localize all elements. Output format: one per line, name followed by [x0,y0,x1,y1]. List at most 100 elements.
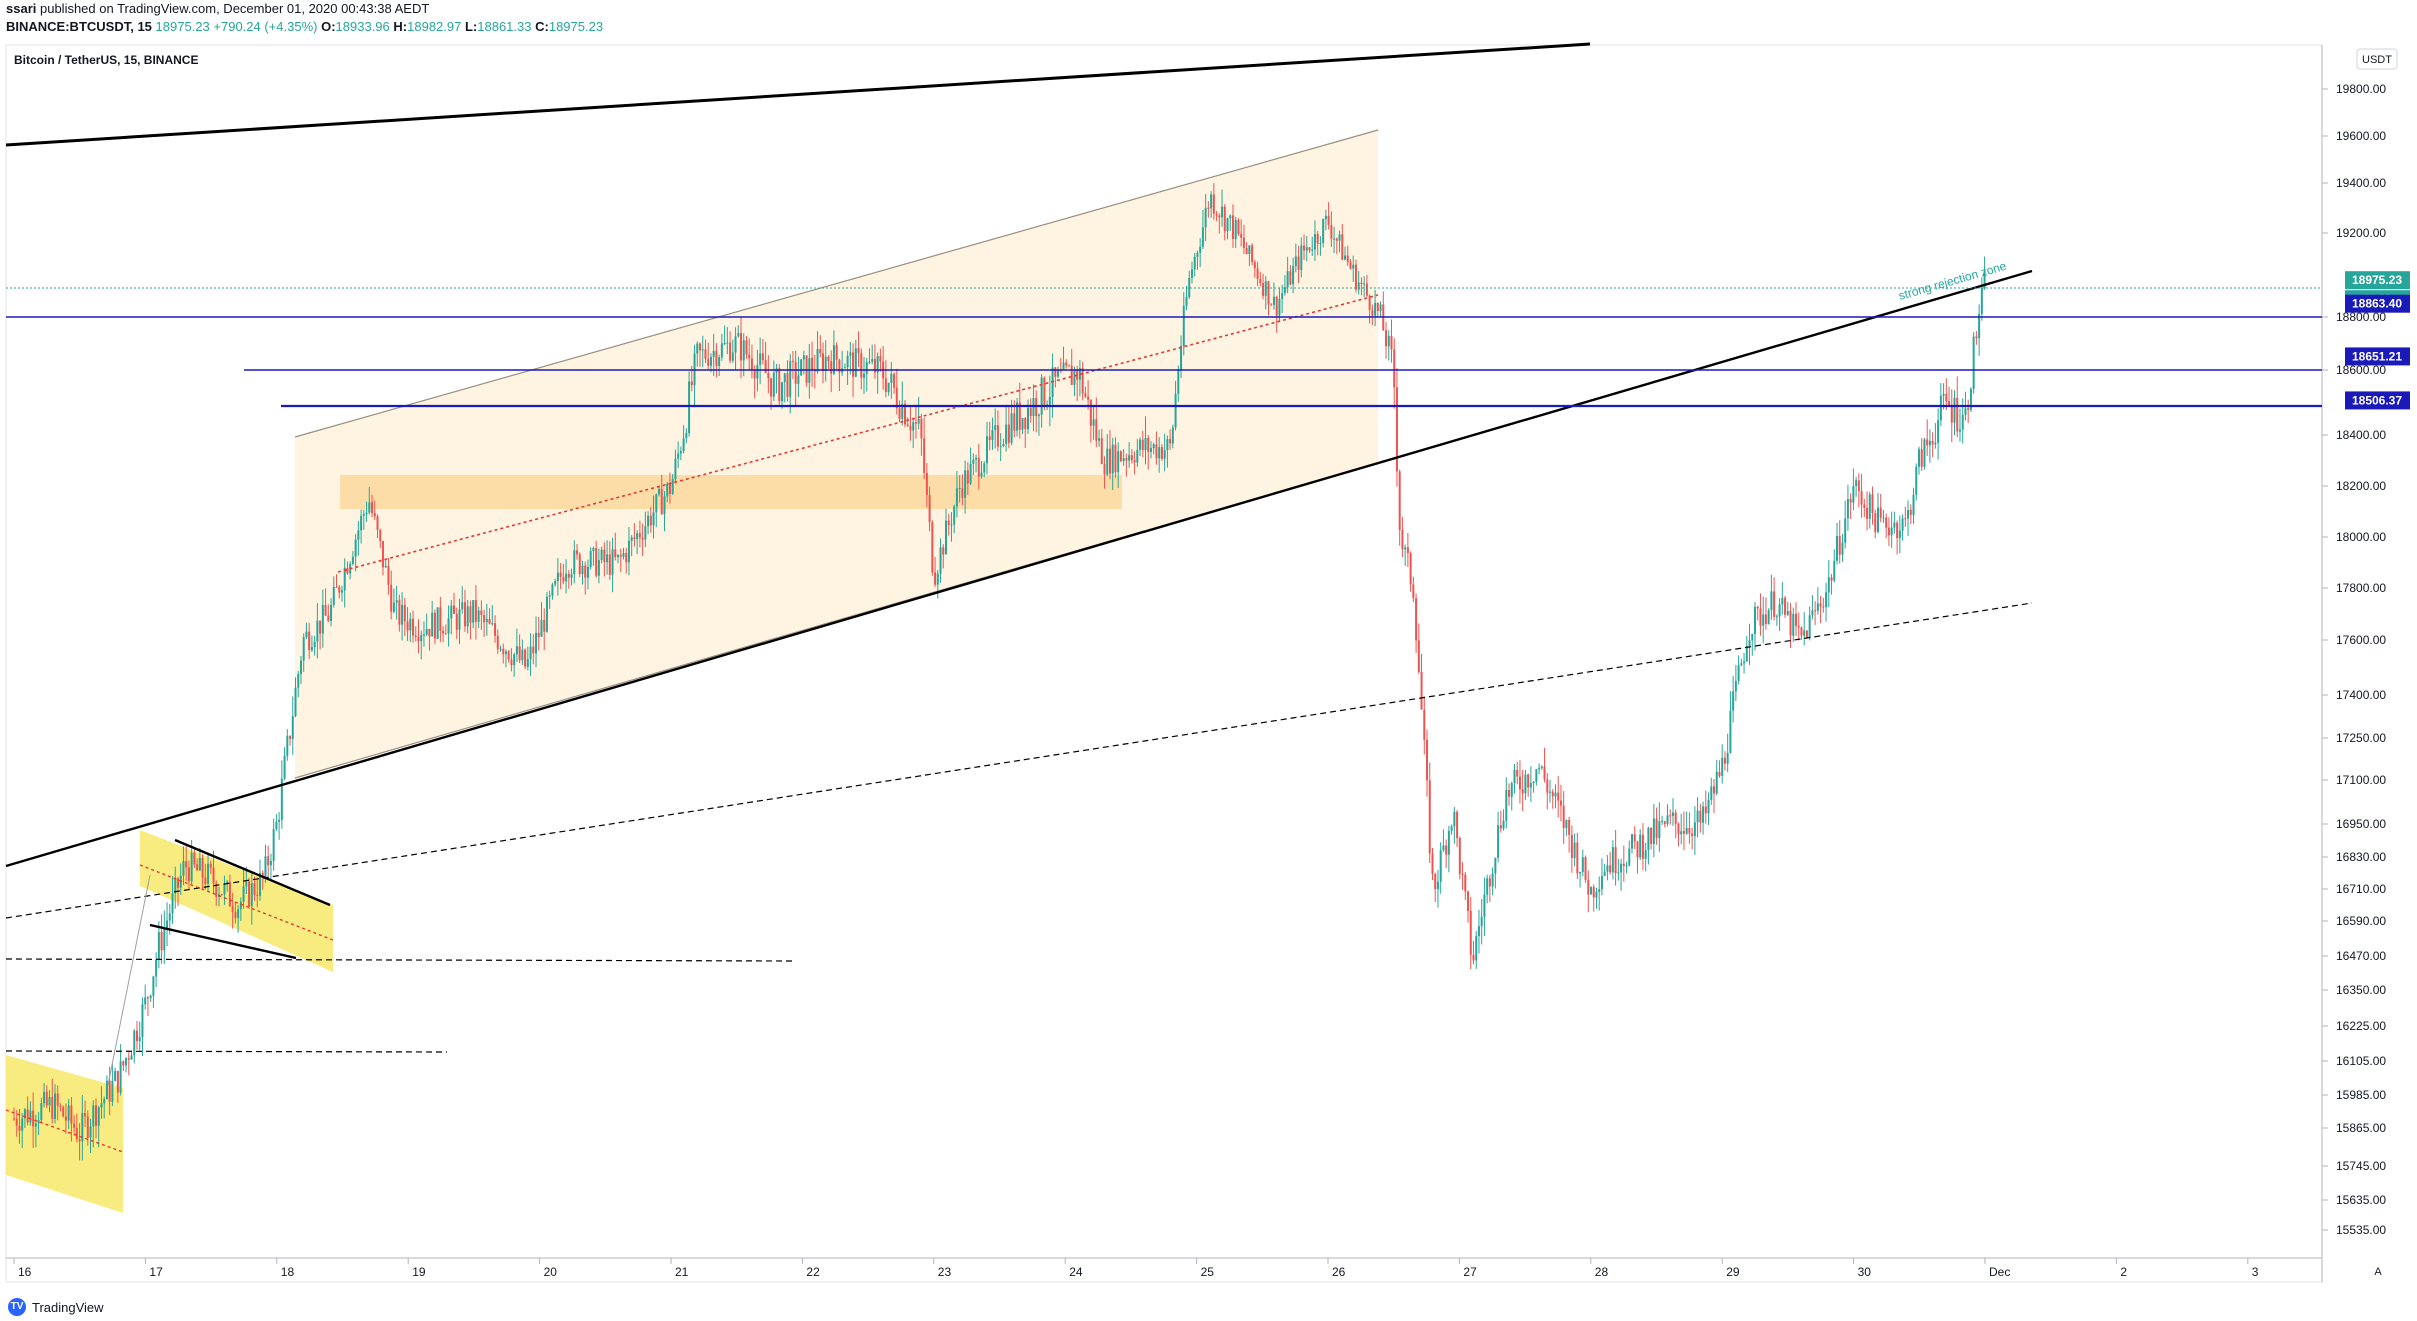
candle-body [1436,881,1439,890]
candle-body [1617,872,1620,874]
candle-body [1647,827,1650,851]
candle-body [485,618,488,623]
candle-body [379,529,382,541]
candle-body [567,573,570,578]
candle-body [1253,262,1256,269]
time-axis: 16 17 18 19 20 21 22 23 24 25 26 27 28 29 30 Dec 2 3 [13,1258,2259,1279]
auto-scale-button[interactable]: A [2368,1261,2388,1279]
candle-body [1912,494,1915,516]
candle-body [720,343,723,358]
candle-body [750,358,753,371]
candle-body [1177,370,1180,395]
candle-body [406,621,409,631]
candle-body [871,359,874,362]
candle-body [1661,821,1664,823]
candle-body [1896,522,1899,539]
candle-body [1557,792,1560,801]
candle-body [991,430,994,441]
candle-body [1909,509,1912,516]
candle-body [1658,821,1661,838]
candle-body [1978,314,1981,339]
candle-body [1412,584,1415,599]
candle-body [597,560,600,576]
candle-body [1352,264,1355,269]
candle-body [1185,297,1188,306]
candle-body [1915,466,1918,495]
candle-body [1221,206,1224,218]
y-tick-label: 19800.00 [2336,82,2386,96]
candle-body [745,340,748,355]
candle-body [1893,522,1896,528]
tradingview-logo[interactable]: TV TradingView [8,1298,104,1316]
dashed-level-1 [5,958,796,962]
candle-body [925,472,928,496]
candle-body [92,1105,95,1127]
candle-body [914,422,917,424]
candle-body [1917,449,1920,467]
candle-body [988,436,991,441]
candle-body [1674,812,1677,824]
currency-badge[interactable] [2356,48,2398,70]
candle-body [1901,518,1904,531]
candle-body [655,494,658,513]
candle-body [480,610,483,616]
candle-body [1196,252,1199,257]
candle-body [1980,288,1983,315]
candle-body [707,358,710,366]
candle-body [18,1125,21,1131]
candle-body [1035,398,1038,417]
y-tick-label: 17250.00 [2336,731,2386,745]
candle-body [1111,444,1114,474]
candle-body [1450,826,1453,831]
candle-body [1117,451,1120,473]
candle-body [390,584,393,612]
candle-body [1303,245,1306,251]
candle-body [114,1071,117,1081]
candle-body [409,618,412,631]
candle-body [909,425,912,431]
x-tick-label: 20 [544,1265,558,1279]
candle-body [1024,418,1027,430]
candle-body [1704,806,1707,814]
candle-body [1379,304,1382,311]
candle-body [955,488,958,507]
candle-body [196,864,199,871]
candle-body [802,355,805,360]
candle-body [1272,296,1275,305]
candle-body [458,609,461,630]
y-tick-label: 16830.00 [2336,850,2386,864]
candle-body [1740,663,1743,666]
candle-body [327,615,330,621]
candle-body [936,573,939,585]
open-value: 18933.96 [335,19,390,34]
candle-body [625,553,628,563]
y-tick-label: 18200.00 [2336,479,2386,493]
candle-body [923,438,926,473]
candle-body [1171,427,1174,444]
candle-body [488,618,491,624]
candle-body [868,361,871,363]
candle-body [442,630,445,634]
candle-body [1811,610,1814,616]
candle-body [239,901,242,910]
lower-flag-zone [6,1055,123,1213]
candle-body [879,356,882,362]
candle-body [1376,302,1379,311]
candle-body [1939,395,1942,421]
candle-body [524,649,527,667]
candle-body [977,457,980,477]
y-tick-label: 16225.00 [2336,1019,2386,1033]
candle-body [581,565,584,575]
publish-text: published on TradingView.com, December 0… [36,1,430,16]
tradingview-icon: TV [8,1298,26,1316]
candle-body [797,375,800,384]
candle-body [1486,878,1489,895]
candle-body [893,373,896,388]
level-badge-2-text: 18651.21 [2352,349,2402,363]
level-badge-1-text: 18863.40 [2352,297,2402,311]
candle-body [928,495,931,523]
candle-body [843,367,846,369]
candle-body [1879,507,1882,518]
